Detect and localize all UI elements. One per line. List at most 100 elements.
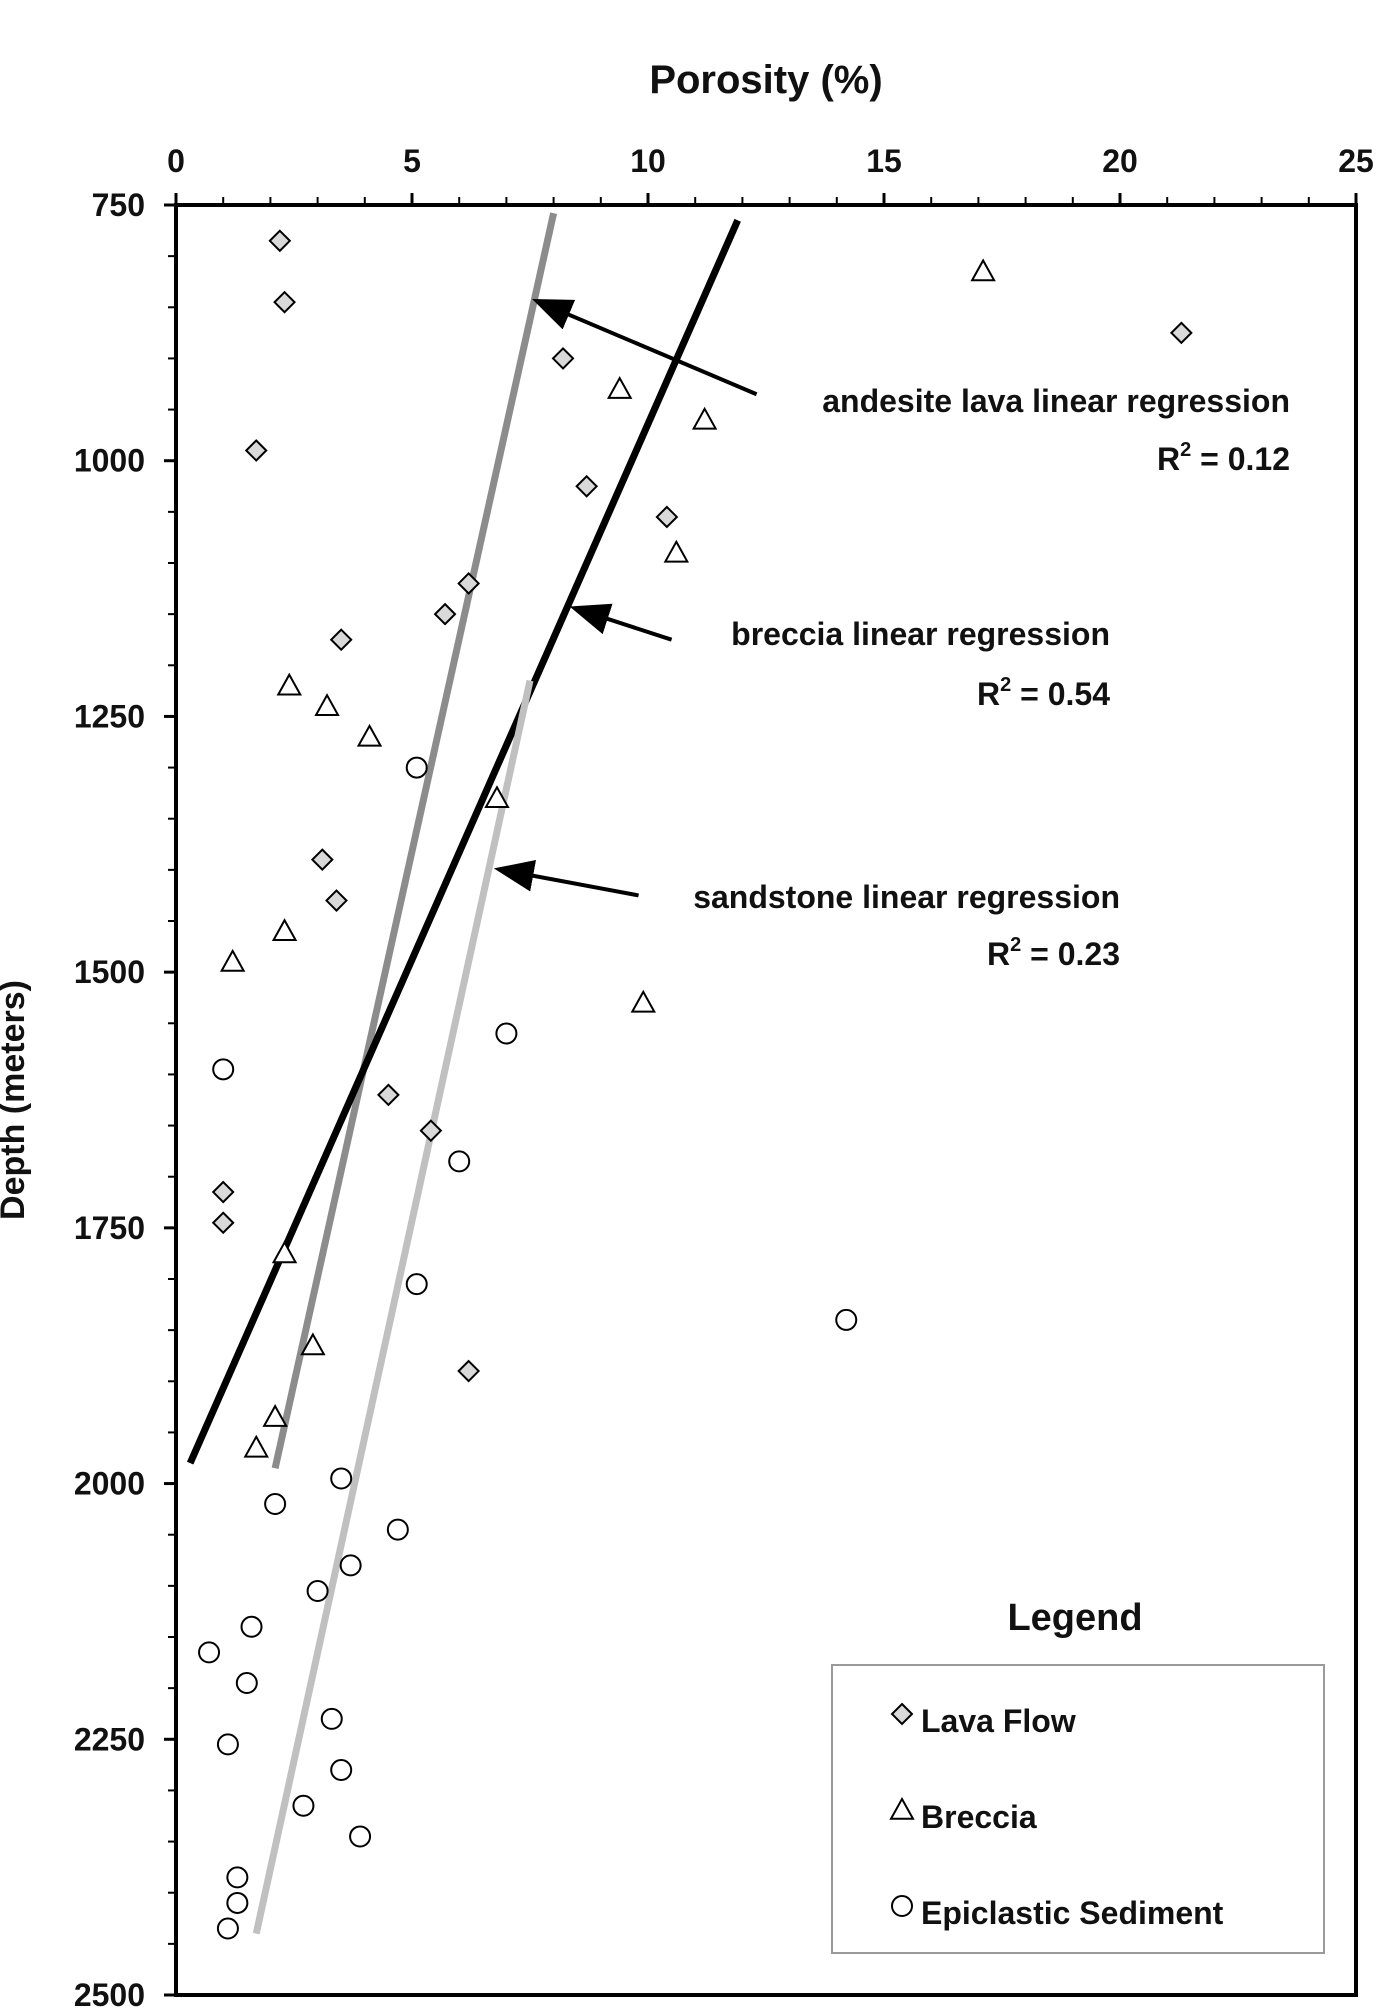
r2-label: R2 = 0.54 [977, 674, 1110, 712]
triangle-point [243, 1434, 269, 1458]
regression-line [271, 212, 558, 1469]
circle-point [292, 1794, 315, 1817]
diamond-point [325, 889, 348, 912]
diamond-point [457, 1359, 481, 1383]
data-points [198, 229, 1193, 1940]
diamond-point [273, 290, 296, 314]
circle-point [226, 1891, 249, 1914]
diamond-point [655, 505, 679, 529]
triangle-point [691, 406, 718, 430]
diamond-point [310, 848, 334, 872]
legend-marker [889, 1796, 915, 1820]
plot-frame [174, 203, 1358, 1997]
circle-point [330, 1758, 353, 1781]
r2-superscript: 2 [1180, 439, 1191, 461]
x-tick-label: 25 [1338, 143, 1374, 179]
y-tick-label: 1750 [74, 1210, 145, 1246]
y-tick-label: 1000 [74, 443, 145, 479]
x-tick-label: 10 [630, 143, 666, 179]
r2-value: = 0.12 [1191, 441, 1290, 477]
circle-point [226, 1866, 249, 1889]
x-tick-label: 5 [403, 143, 421, 179]
regression-label: andesite lava linear regression [822, 383, 1290, 419]
regression-line [252, 679, 534, 1935]
x-tick-label: 15 [866, 143, 902, 179]
diamond-point [376, 1083, 400, 1107]
regression-label: sandstone linear regression [693, 879, 1120, 915]
x-tick-label: 20 [1102, 143, 1138, 179]
diamond-point [329, 628, 353, 652]
r2-value: = 0.54 [1011, 676, 1110, 712]
r2-value: = 0.23 [1021, 936, 1120, 972]
triangle-point [271, 1240, 298, 1264]
triangle-point [663, 539, 690, 563]
triangle-point [970, 258, 996, 282]
r2-letter: R [987, 936, 1010, 972]
circle-point [405, 1273, 428, 1296]
triangle-point [262, 1404, 288, 1427]
r2-letter: R [977, 676, 1000, 712]
y-tick-label: 1500 [74, 954, 145, 990]
y-tick-label: 2250 [74, 1721, 145, 1757]
triangle-point [630, 989, 656, 1013]
diamond-point [211, 1211, 235, 1235]
legend-label: Lava Flow [921, 1703, 1076, 1739]
y-tick-label: 2000 [74, 1466, 145, 1502]
legend-label: Epiclastic Sediment [921, 1895, 1224, 1931]
circle-point [320, 1707, 343, 1730]
regression-lines [186, 212, 741, 1935]
diamond-point [211, 1180, 235, 1204]
circle-point [349, 1825, 372, 1848]
triangle-point [271, 918, 298, 942]
circle-point [405, 756, 428, 779]
triangle-point [276, 672, 302, 696]
circle-point [264, 1493, 287, 1516]
circle-point [835, 1308, 858, 1331]
diamond-point [551, 347, 575, 370]
x-axis-title: Porosity (%) [649, 58, 882, 102]
circle-point [339, 1554, 362, 1577]
circle-point [448, 1150, 471, 1173]
triangle-point [300, 1332, 326, 1356]
r2-letter: R [1157, 441, 1180, 477]
legend-marker [890, 1702, 914, 1726]
y-tick-label: 2500 [74, 1977, 145, 2013]
diamond-point [419, 1119, 443, 1143]
x-tick-label: 0 [167, 143, 185, 179]
triangle-point [606, 376, 633, 399]
diamond-point [268, 229, 292, 253]
legend-box [831, 1664, 1325, 1954]
triangle-point [314, 693, 340, 716]
regression-arrow [493, 860, 639, 898]
legend-title: Legend [1007, 1597, 1142, 1639]
legend: Legend Lava Flow Breccia Epiclastic Sedimen… [831, 1597, 1325, 1954]
circle-point [306, 1579, 329, 1602]
regression-line [186, 218, 741, 1465]
r2-superscript: 2 [1010, 934, 1021, 956]
r2-label: R2 = 0.23 [987, 934, 1120, 972]
diamond-point [1169, 321, 1193, 345]
diamond-point [457, 572, 481, 595]
circle-point [495, 1022, 518, 1045]
triangle-point [356, 723, 383, 747]
diamond-point [244, 439, 268, 462]
regression-label: breccia linear regression [731, 616, 1110, 652]
circle-point [216, 1917, 239, 1940]
circle-point [240, 1615, 263, 1638]
circle-point [330, 1467, 353, 1490]
diamond-point [433, 602, 457, 626]
regression-arrow [532, 299, 758, 397]
y-axis-title: Depth (meters) [0, 980, 32, 1220]
triangle-point [484, 785, 510, 809]
circle-point [198, 1641, 221, 1664]
r2-superscript: 2 [1000, 674, 1011, 696]
circle-point [212, 1058, 235, 1081]
circle-point [386, 1518, 409, 1541]
y-tick-label: 1250 [74, 698, 145, 734]
r2-label: R2 = 0.12 [1157, 439, 1290, 477]
legend-label: Breccia [921, 1799, 1037, 1835]
regression-arrow [569, 603, 673, 642]
diamond-point [575, 474, 599, 498]
